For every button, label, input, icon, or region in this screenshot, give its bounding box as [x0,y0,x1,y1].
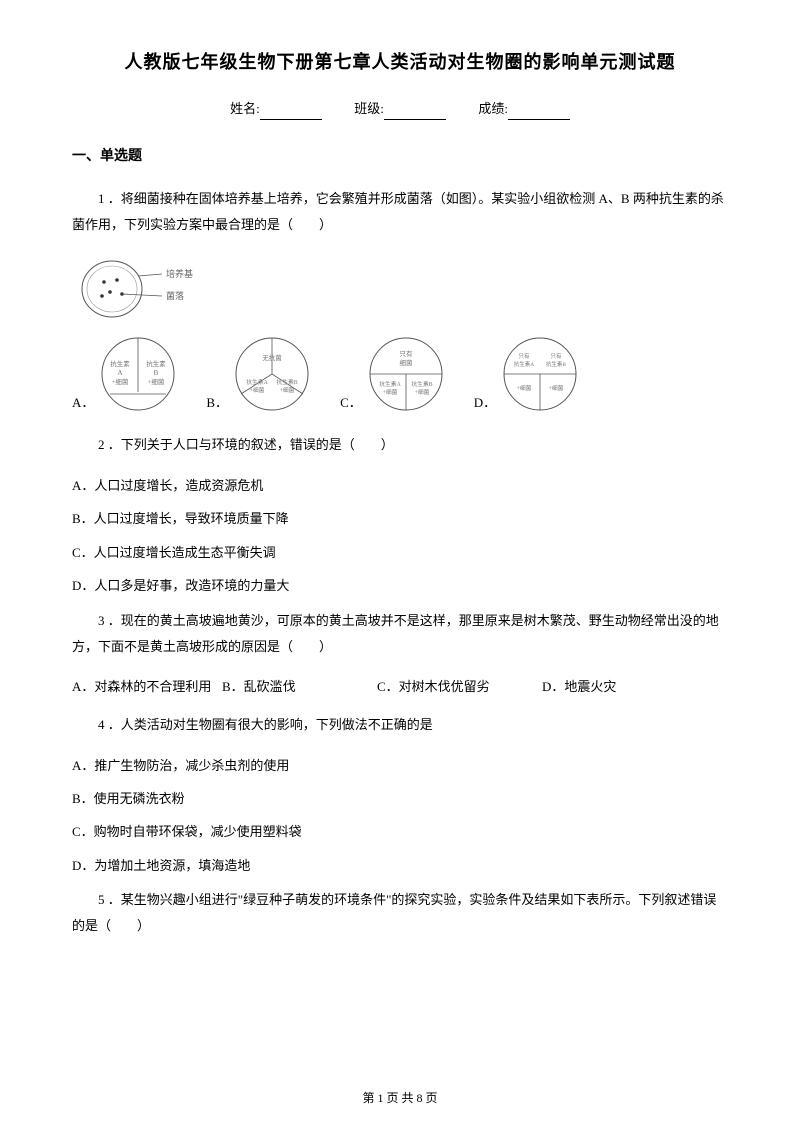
q2-option-a: A．人口过度增长，造成资源危机 [72,474,728,497]
question-1: 1 ．将细菌接种在固体培养基上培养，它会繁殖并形成菌落（如图）。某实验小组欲检测… [72,186,728,238]
score-blank[interactable] [508,106,570,120]
q3-text: 现在的黄土高坡遍地黄沙，可原本的黄土高坡并不是这样，那里原来是树木繁茂、野生动物… [72,613,719,654]
svg-text:+细菌: +细菌 [517,384,532,392]
q4-option-b: B．使用无磷洗衣粉 [72,787,728,810]
section-header-1: 一、单选题 [72,146,728,168]
q2-option-d: D．人口多是好事，改造环境的力量大 [72,574,728,597]
circle-a-icon: 抗生素 A +细菌 抗生素 B +细菌 [98,334,178,414]
q2-text: 下列关于人口与环境的叙述，错误的是（ ） [121,437,394,452]
svg-text:B: B [154,369,159,377]
svg-text:抗生素B: 抗生素B [276,378,297,386]
q3-option-d: D．地震火灾 [542,676,616,698]
svg-text:抗生素B: 抗生素B [411,380,432,388]
svg-text:A: A [118,369,123,377]
svg-text:只有: 只有 [551,352,563,360]
svg-text:+细菌: +细菌 [382,388,397,396]
q3-option-b: B．乱砍滥伐 [222,676,377,698]
question-2: 2 ．下列关于人口与环境的叙述，错误的是（ ） [72,432,728,458]
svg-text:+细菌: +细菌 [280,386,295,394]
svg-text:+细菌: +细菌 [549,384,564,392]
score-label: 成绩: [478,101,508,116]
q4-option-c: C．购物时自带环保袋，减少使用塑料袋 [72,820,728,843]
svg-text:抗生素A: 抗生素A [514,360,535,368]
circle-b-icon: 无抗菌 抗生素A +细菌 抗生素B +细菌 [232,334,312,414]
q1-opt-a-label: A． [72,393,94,414]
svg-text:+细菌: +细菌 [112,377,129,386]
q3-num: 3 ． [98,613,121,628]
page-footer: 第 1 页 共 8 页 [0,1089,800,1108]
q3-option-a: A．对森林的不合理利用 [72,676,222,698]
q1-text: 将细菌接种在固体培养基上培养，它会繁殖并形成菌落（如图）。某实验小组欲检测 A、… [72,191,724,232]
q1-option-d: D． 只有 抗生素A 只有 抗生素B +细菌 +细菌 [474,334,580,414]
svg-text:+细菌: +细菌 [414,388,429,396]
question-4: 4 ．人类活动对生物圈有很大的影响，下列做法不正确的是 [72,712,728,738]
svg-text:细菌: 细菌 [399,358,413,367]
q1-opt-d-label: D． [474,393,496,414]
q1-option-a: A． 抗生素 A +细菌 抗生素 B +细菌 [72,334,178,414]
q3-options-row: A．对森林的不合理利用 B．乱砍滥伐 C．对树木伐优留劣 D．地震火灾 [72,676,728,698]
circle-d-icon: 只有 抗生素A 只有 抗生素B +细菌 +细菌 [500,334,580,414]
class-blank[interactable] [384,106,446,120]
question-5: 5 ．某生物兴趣小组进行"绿豆种子萌发的环境条件"的探究实验，实验条件及结果如下… [72,887,728,939]
svg-text:抗生素A: 抗生素A [246,378,268,386]
label-medium: 培养基 [166,268,193,279]
q5-num: 5 ． [98,892,121,907]
petri-dish-icon: 培养基 菌落 [72,254,242,324]
q4-option-a: A．推广生物防治，减少杀虫剂的使用 [72,754,728,777]
q4-text: 人类活动对生物圈有很大的影响，下列做法不正确的是 [121,717,433,732]
svg-text:抗生素: 抗生素 [147,359,167,368]
svg-text:抗生素A: 抗生素A [379,380,401,388]
q5-text: 某生物兴趣小组进行"绿豆种子萌发的环境条件"的探究实验，实验条件及结果如下表所示… [72,892,716,933]
q2-option-b: B．人口过度增长，导致环境质量下降 [72,507,728,530]
q1-opt-b-label: B． [206,393,228,414]
q1-option-b: B． 无抗菌 抗生素A +细菌 抗生素B +细菌 [206,334,312,414]
q1-num: 1 ． [98,191,121,206]
svg-text:+细菌: +细菌 [148,377,165,386]
svg-text:只有: 只有 [399,349,413,358]
svg-text:抗生素B: 抗生素B [546,360,567,368]
student-info-line: 姓名: 班级: 成绩: [72,99,728,120]
q1-option-c: C． 只有 细菌 抗生素A +细菌 抗生素B +细菌 [340,334,446,414]
name-label: 姓名: [230,101,260,116]
q2-num: 2 ． [98,437,121,452]
class-label: 班级: [354,101,384,116]
q2-option-c: C．人口过度增长造成生态平衡失调 [72,541,728,564]
q1-options-diagrams: A． 抗生素 A +细菌 抗生素 B +细菌 B． 无抗菌 抗生素A +细菌 抗… [72,334,728,414]
label-colony: 菌落 [166,290,184,301]
q1-top-diagram: 培养基 菌落 [72,254,728,324]
q4-option-d: D．为增加土地资源，填海造地 [72,854,728,877]
svg-text:+细菌: +细菌 [250,386,265,394]
q3-option-c: C．对树木伐优留劣 [377,676,542,698]
q1-opt-c-label: C． [340,393,362,414]
q4-num: 4 ． [98,717,121,732]
question-3: 3 ．现在的黄土高坡遍地黄沙，可原本的黄土高坡并不是这样，那里原来是树木繁茂、野… [72,608,728,660]
name-blank[interactable] [260,106,322,120]
svg-text:无抗菌: 无抗菌 [262,353,282,362]
svg-text:只有: 只有 [519,352,531,360]
svg-text:抗生素: 抗生素 [111,359,131,368]
circle-c-icon: 只有 细菌 抗生素A +细菌 抗生素B +细菌 [366,334,446,414]
page-title: 人教版七年级生物下册第七章人类活动对生物圈的影响单元测试题 [72,48,728,77]
